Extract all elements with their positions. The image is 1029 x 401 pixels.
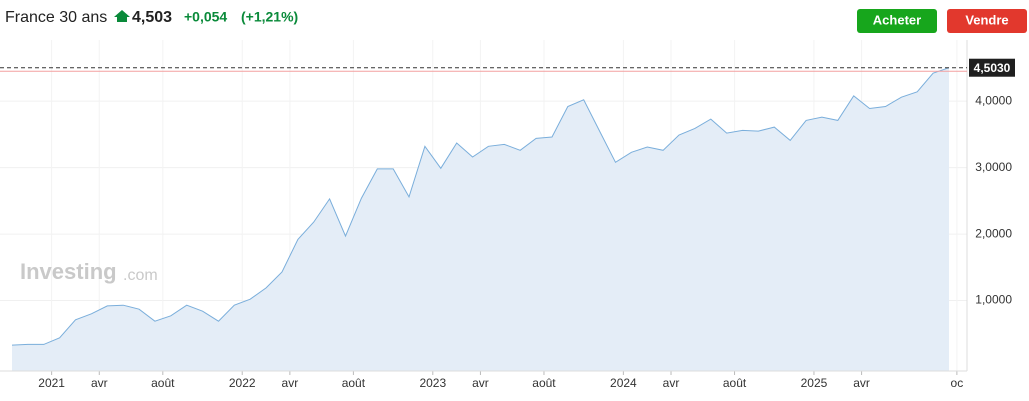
x-tick-label: août: [151, 376, 175, 390]
x-tick-label: avr: [853, 376, 870, 390]
instrument-title: France 30 ans: [5, 9, 107, 26]
last-price-tag: [969, 58, 1015, 77]
x-tick-label: avr: [472, 376, 489, 390]
x-tick-label: avr: [282, 376, 299, 390]
watermark-suffix: .com: [123, 267, 158, 284]
plot-area: 1,0000 2,0000 3,0000 4,0000 2021 avr août 2022 a…: [0, 40, 1015, 390]
x-tick-label: avr: [91, 376, 108, 390]
x-tick-label: août: [342, 376, 366, 390]
change-percent: (+1,21%): [241, 9, 298, 25]
y-tick-label: 3,0000: [975, 160, 1012, 174]
area: [12, 67, 949, 371]
x-tick-label: 2021: [38, 376, 65, 390]
sell-button[interactable]: [947, 9, 1027, 33]
x-tick-label: 2025: [801, 376, 828, 390]
price: 4,503: [132, 9, 172, 26]
y-tick-label: 4,0000: [975, 93, 1012, 107]
y-tick-label: 2,0000: [975, 226, 1012, 240]
x-tick-label: 2024: [610, 376, 637, 390]
last-price-label: 4,5030: [974, 61, 1011, 75]
x-tick-label: 2023: [419, 376, 446, 390]
y-tick-label: 1,0000: [975, 293, 1012, 307]
buy-button-label[interactable]: Acheter: [873, 12, 921, 27]
up-arrow: [114, 10, 130, 22]
x-tick-label: août: [532, 376, 556, 390]
x-tick-label: août: [723, 376, 747, 390]
x-tick-label: avr: [663, 376, 680, 390]
line: [11, 67, 950, 346]
x-tick-label: 2022: [229, 376, 256, 390]
buy-button[interactable]: [857, 9, 937, 33]
sell-button-label[interactable]: Vendre: [965, 12, 1008, 27]
watermark: Investing: [20, 259, 117, 284]
x-tick-label: oc: [951, 376, 964, 390]
change: +0,054: [184, 9, 227, 25]
